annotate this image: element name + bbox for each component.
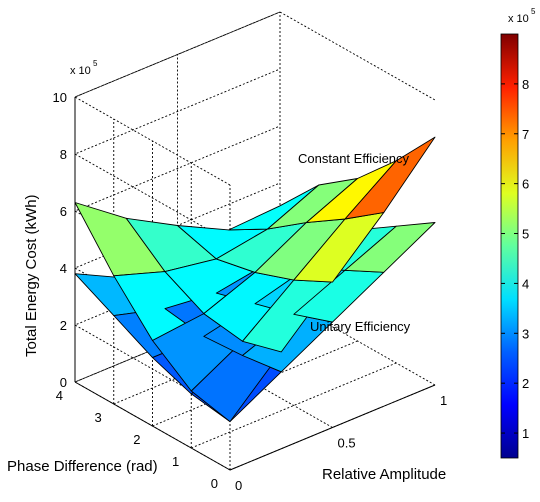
y-tick-label: 2 bbox=[133, 432, 140, 447]
z-tick-label: 6 bbox=[60, 204, 67, 219]
y-tick-label: 3 bbox=[95, 410, 102, 425]
y-tick-label: 0 bbox=[211, 476, 218, 491]
colorbar-tick-label: 1 bbox=[522, 426, 529, 441]
grid-line bbox=[279, 11, 436, 101]
grid-line bbox=[191, 362, 397, 449]
annotation-unitary-efficiency: Unitary Efficiency bbox=[310, 319, 411, 334]
z-axis-label: Total Energy Cost (kWh) bbox=[23, 194, 40, 357]
grid-line bbox=[74, 11, 281, 98]
colorbar-multiplier: x 10 bbox=[508, 13, 529, 25]
y-tick-label: 1 bbox=[172, 454, 179, 469]
z-tick-label: 4 bbox=[60, 261, 67, 276]
colorbar-tick-label: 7 bbox=[522, 127, 529, 142]
surfaces bbox=[74, 136, 436, 423]
colorbar-tick-label: 5 bbox=[522, 227, 529, 242]
annotation-constant-efficiency: Constant Efficiency bbox=[298, 151, 410, 166]
surface-patch-unitary-efficiency bbox=[344, 222, 436, 273]
colorbar-ticks: 1 2 3 4 5 6 7 8 bbox=[501, 77, 529, 441]
x-tick-label: 0.5 bbox=[338, 436, 356, 451]
colorbar-tick-label: 6 bbox=[522, 177, 529, 192]
colorbar bbox=[500, 33, 519, 459]
x-axis-label: Relative Amplitude bbox=[322, 466, 446, 483]
grid-line bbox=[152, 340, 358, 427]
y-tick-label: 4 bbox=[56, 388, 63, 403]
colorbar-multiplier-exponent: 5 bbox=[531, 7, 536, 16]
z-axis-multiplier: x 10 bbox=[70, 65, 91, 77]
colorbar-tick-label: 3 bbox=[522, 326, 529, 341]
z-tick-label: 8 bbox=[60, 147, 67, 162]
z-axis-multiplier-exponent: 5 bbox=[93, 59, 98, 68]
colorbar-tick-label: 8 bbox=[522, 77, 529, 92]
z-tick-label: 2 bbox=[60, 318, 67, 333]
colorbar-tick-label: 4 bbox=[522, 276, 529, 291]
x-tick-label: 1 bbox=[440, 393, 447, 408]
surface-patch-constant-efficiency bbox=[344, 136, 436, 220]
y-axis-line bbox=[74, 381, 231, 471]
z-tick-label: 0 bbox=[60, 375, 67, 390]
y-axis-label: Phase Difference (rad) bbox=[7, 458, 158, 475]
x-tick-label: 0 bbox=[235, 478, 242, 493]
z-tick-label: 10 bbox=[53, 90, 67, 105]
colorbar-tick-label: 2 bbox=[522, 376, 529, 391]
x-axis-line bbox=[229, 384, 436, 471]
